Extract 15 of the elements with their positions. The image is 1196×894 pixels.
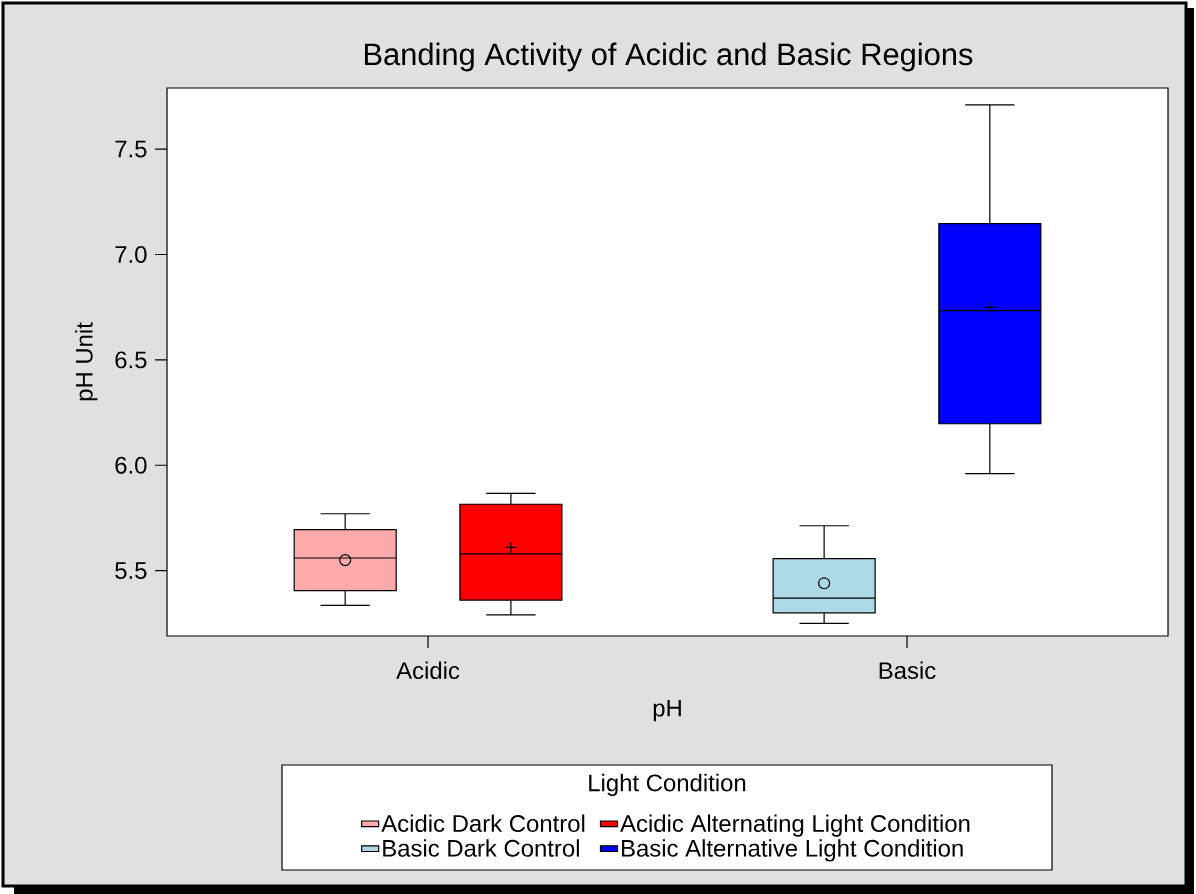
x-axis-title: pH bbox=[653, 699, 681, 722]
legend-label: Acidic Alternating Light Condition bbox=[620, 814, 970, 837]
y-tick-label: 5.5 bbox=[115, 562, 147, 579]
legend-label: Acidic Dark Control bbox=[381, 814, 585, 832]
legend-label: Basic Alternative Light Condition bbox=[622, 839, 963, 862]
y-tick-label: 6.5 bbox=[115, 351, 147, 369]
legend-title: Light Condition bbox=[589, 773, 746, 797]
chart-title: Banding Activity of Acidic and Basic Regions bbox=[364, 42, 973, 72]
y-tick-label: 7.5 bbox=[115, 140, 147, 158]
legend-label: Basic Dark Control bbox=[383, 839, 579, 857]
y-axis-title: pH Unit bbox=[75, 322, 98, 401]
y-tick-label: 7.0 bbox=[115, 246, 147, 263]
x-tick-label: Acidic bbox=[396, 661, 460, 680]
x-tick-label: Basic bbox=[879, 661, 936, 680]
y-tick-label: 6.0 bbox=[115, 456, 147, 474]
